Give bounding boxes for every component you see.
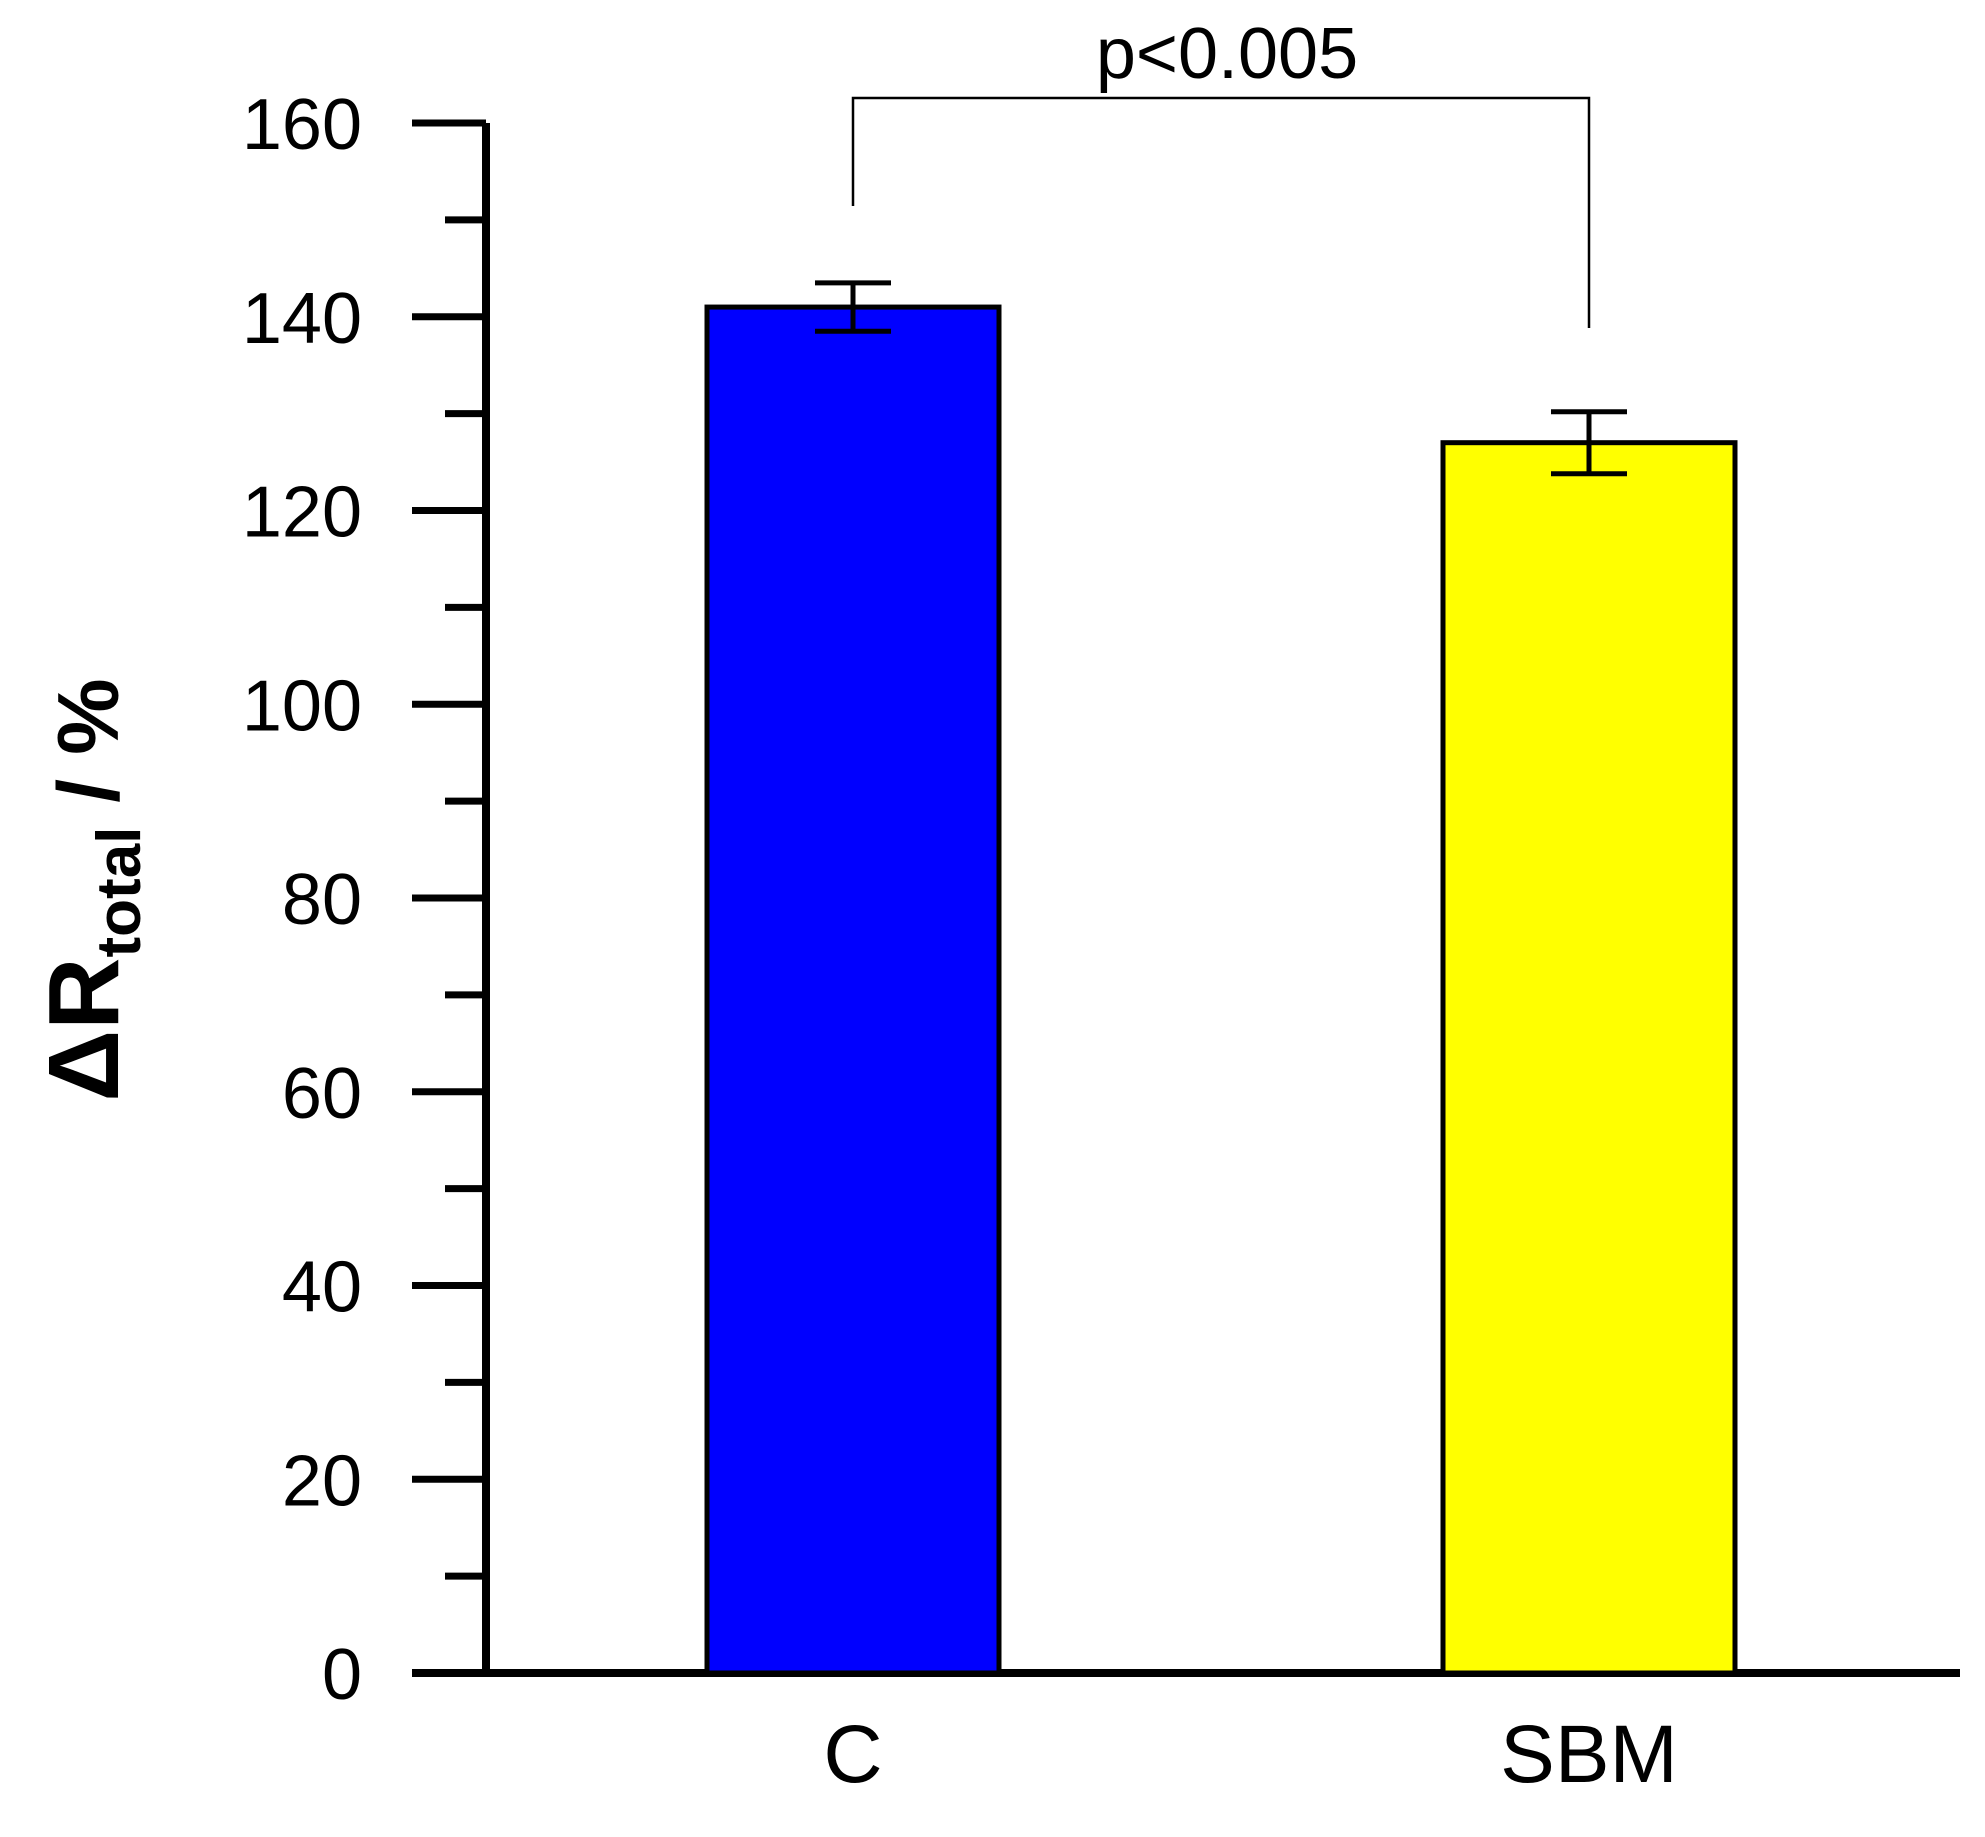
y-tick-label: 120: [242, 473, 362, 553]
bar-c: [704, 304, 1002, 1676]
bar-sbm: [1440, 440, 1738, 1676]
y-axis-title-suffix: / %: [41, 678, 137, 826]
y-tick-label: 20: [282, 1441, 362, 1521]
significance-bracket: p<0.005: [851, 14, 1591, 328]
p-value-label: p<0.005: [1096, 14, 1358, 94]
x-tick-label: C: [823, 1709, 882, 1800]
y-tick-label: 100: [242, 666, 362, 746]
y-axis-title-symbol: ΔR: [28, 957, 140, 1101]
y-tick-label: 60: [282, 1054, 362, 1134]
bracket-line: [851, 96, 1591, 328]
y-tick-label: 80: [282, 860, 362, 940]
y-tick-label: 160: [242, 85, 362, 165]
error-bars: [815, 280, 1627, 477]
y-tick-label: 40: [282, 1248, 362, 1328]
x-tick-labels: C SBM: [823, 1709, 1677, 1800]
bars: [704, 304, 1738, 1676]
svg-text:ΔRtotal / %: ΔRtotal / %: [28, 678, 154, 1101]
y-tick-label: 0: [322, 1635, 362, 1715]
y-axis-title-subscript: total: [85, 827, 154, 958]
y-ticks: 0 20 40 60 80 100 120 140 160: [242, 85, 486, 1715]
y-axis-title: ΔRtotal / %: [28, 678, 154, 1101]
x-tick-label: SBM: [1500, 1709, 1678, 1800]
y-tick-label: 140: [242, 279, 362, 359]
